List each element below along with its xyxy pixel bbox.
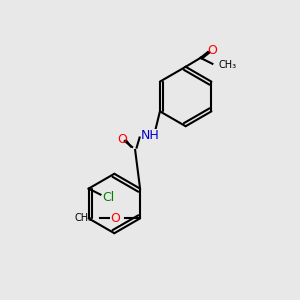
Text: O: O (110, 212, 120, 225)
Text: NH: NH (141, 129, 159, 142)
Text: Cl: Cl (102, 191, 114, 204)
Text: CH₃: CH₃ (74, 213, 92, 224)
Text: O: O (117, 133, 127, 146)
Text: CH₃: CH₃ (218, 60, 236, 70)
Text: O: O (208, 44, 218, 57)
